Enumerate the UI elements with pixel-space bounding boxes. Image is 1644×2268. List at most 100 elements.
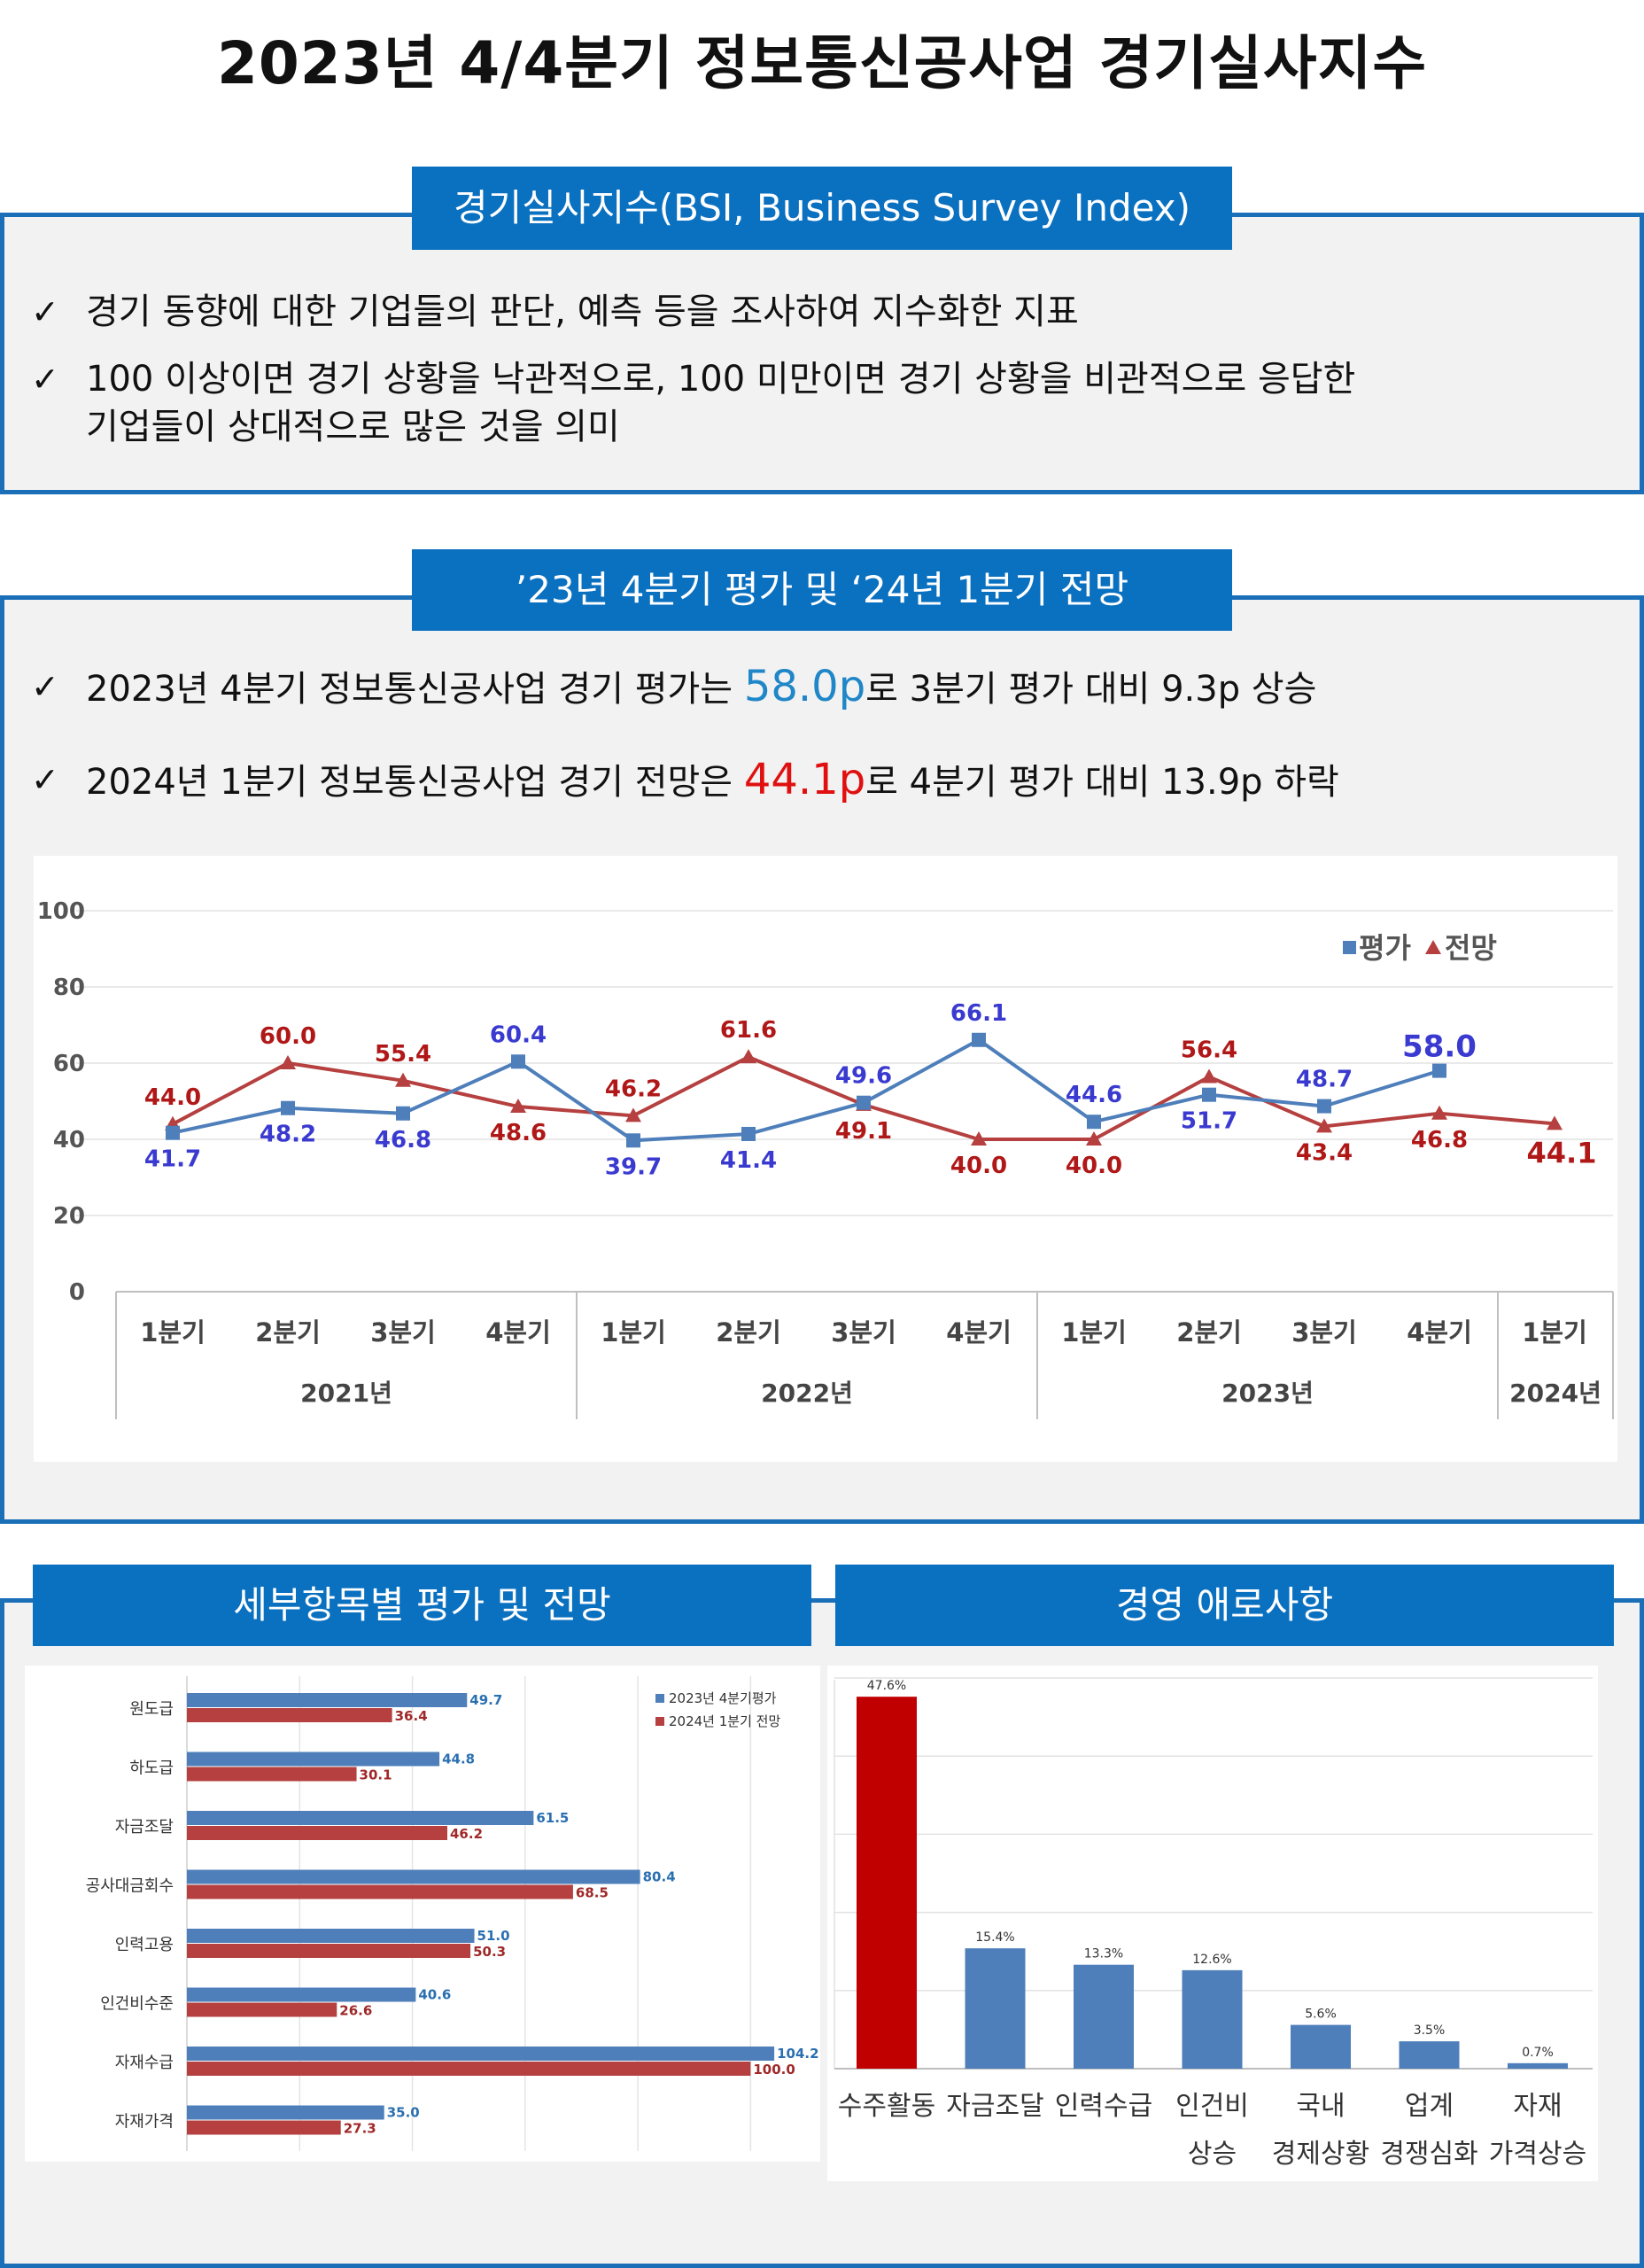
y-tick-label: 100 [37,898,85,925]
evaluation-data-label: 39.7 [605,1153,662,1180]
legend-label-evaluation: 2023년 4분기평가 [669,1690,777,1706]
line-chart-svg: 0 20 40 60 80 100 1분기 2분기 3분기 4분기 1분기 2분기 3분기 4분기 1분기 2… [37,898,1614,1419]
y-tick-label: 원도급 [129,1700,174,1719]
y-tick-label: 인건비수준 [100,1995,174,2014]
bar-evaluation-label: 35.0 [387,2105,420,2121]
legend-label-forecast: 전망 [1445,931,1497,965]
evaluation-point [396,1106,410,1121]
evaluation-point [511,1054,525,1069]
x-tick-label: 인건비 [1175,2091,1249,2122]
y-tick-label: 하도급 [129,1759,174,1778]
evaluation-point [741,1126,756,1141]
evaluation-data-label: 44.6 [1066,1082,1122,1108]
legend-label-forecast: 2024년 1분기 전망 [669,1713,780,1729]
bar [857,1697,917,2069]
list-item: ✓ 100 이상이면 경기 상황을 낙관적으로, 100 미만이면 경기 상황을… [31,355,1609,451]
forecast-point [971,1131,987,1146]
forecast-data-label: 46.2 [605,1076,662,1102]
year-label: 2022년 [761,1379,853,1408]
bar-data-label: 5.6% [1305,2008,1337,2022]
bar-evaluation [187,1693,468,1707]
bar-data-label: 12.6% [1192,1953,1231,1967]
bar-forecast [187,2002,337,2017]
bsi-bullets: ✓ 경기 동향에 대한 기업들의 판단, 예측 등을 조사하여 지수화한 지표 … [31,288,1609,451]
bar [965,1948,1026,2069]
bar-forecast [187,1826,447,1840]
x-tick-label: 수주활동 [838,2091,935,2122]
page-title: 2023년 4/4분기 정보통신공사업 경기실사지수 [216,29,1428,97]
outlook-bullets: ✓ 2023년 4분기 정보통신공사업 경기 평가는 58.0p로 3분기 평가… [31,663,1609,826]
bar-forecast [187,1708,392,1722]
forecast-point [510,1099,526,1114]
x-tick-label: 3분기 [370,1317,436,1348]
check-icon: ✓ [31,360,59,399]
bar-evaluation-label: 40.6 [418,1987,451,2003]
forecast-point [280,1055,296,1069]
x-tick-label: 4분기 [1407,1317,1472,1348]
x-tick-label: 1분기 [601,1317,666,1348]
x-tick-label: 자재 [1513,2091,1562,2122]
bar [1399,2041,1460,2069]
forecast-data-label: 44.0 [144,1084,201,1111]
y-tick-label: 인력고용 [115,1936,174,1954]
bar-forecast [187,1944,471,1958]
legend-label-evaluation: 평가 [1359,931,1411,965]
x-tick-label: 1분기 [1061,1317,1127,1348]
x-tick-label: 인력수급 [1055,2091,1152,2122]
evaluation-point [166,1125,180,1140]
sub-items-chart: 원도급 49.7 36.4 하도급 44.8 30.1 자금조달 61.5 46.2 공사대금회수… [25,1666,820,2162]
x-tick-label: 2분기 [255,1317,321,1348]
bar-forecast-label: 46.2 [450,1826,483,1842]
bar-forecast [187,1884,573,1899]
evaluation-data-label: 49.6 [835,1063,892,1090]
bar [1291,2024,1351,2069]
mgmt-issues-header: 경영 애로사항 [835,1565,1614,1646]
evaluation-data-label: 58.0 [1402,1029,1477,1065]
evaluation-data-label: 41.4 [720,1147,777,1174]
evaluation-point [1202,1087,1216,1102]
x-tick-label: 3분기 [831,1317,896,1348]
y-tick-label: 자금조달 [115,1818,174,1837]
x-tick-label: 2분기 [1176,1317,1242,1348]
y-tick-label: 자재가격 [115,2113,174,2132]
bar [1508,2062,1568,2069]
evaluation-data-label: 51.7 [1181,1108,1237,1135]
y-tick-label: 20 [53,1203,85,1230]
x-tick-label: 상승 [1188,2139,1237,2170]
y-tick-label: 공사대금회수 [86,1877,174,1896]
x-tick-label: 3분기 [1291,1317,1357,1348]
evaluation-point [626,1133,640,1148]
y-tick-label: 자재수급 [115,2054,174,2072]
forecast-data-label: 55.4 [375,1041,431,1068]
bar [1074,1964,1134,2069]
forecast-point [1201,1068,1217,1084]
forecast-point [1316,1118,1332,1133]
bar-forecast [187,1767,357,1782]
list-item: ✓ 2023년 4분기 정보통신공사업 경기 평가는 58.0p로 3분기 평가… [31,662,1317,711]
x-tick-label: 가격상승 [1489,2139,1586,2170]
check-icon: ✓ [31,292,59,331]
evaluation-data-label: 60.4 [490,1021,547,1048]
y-tick-label: 80 [53,975,85,1001]
sub-items-header: 세부항목별 평가 및 전망 [33,1565,811,1646]
forecast-data-label: 43.4 [1296,1139,1353,1166]
year-label: 2024년 [1509,1379,1601,1408]
bar [1182,1969,1243,2069]
forecast-data-label: 56.4 [1181,1037,1237,1063]
check-icon: ✓ [31,760,59,799]
forecast-data-label: 48.6 [490,1120,547,1146]
forecast-data-label: 49.1 [835,1118,892,1145]
bar-data-label: 47.6% [867,1679,906,1693]
evaluation-point [281,1100,295,1115]
x-tick-label: 경제상황 [1272,2139,1369,2170]
forecast-data-label: 60.0 [260,1023,316,1050]
mgmt-issues-chart: 47.6% 수주활동 15.4% 자금조달 13.3% 인력수급 12.6% 인건비 상승 5.6… [827,1666,1598,2181]
bar-forecast-label: 30.1 [360,1767,392,1783]
evaluation-data-label: 48.7 [1296,1067,1353,1093]
bar-evaluation-label: 44.8 [442,1751,475,1767]
evaluation-data-label: 48.2 [260,1122,316,1148]
evaluation-point [1087,1115,1101,1130]
forecast-value: 44.1p [743,755,866,804]
evaluation-data-label: 46.8 [375,1127,431,1153]
bar-data-label: 0.7% [1522,2046,1554,2060]
